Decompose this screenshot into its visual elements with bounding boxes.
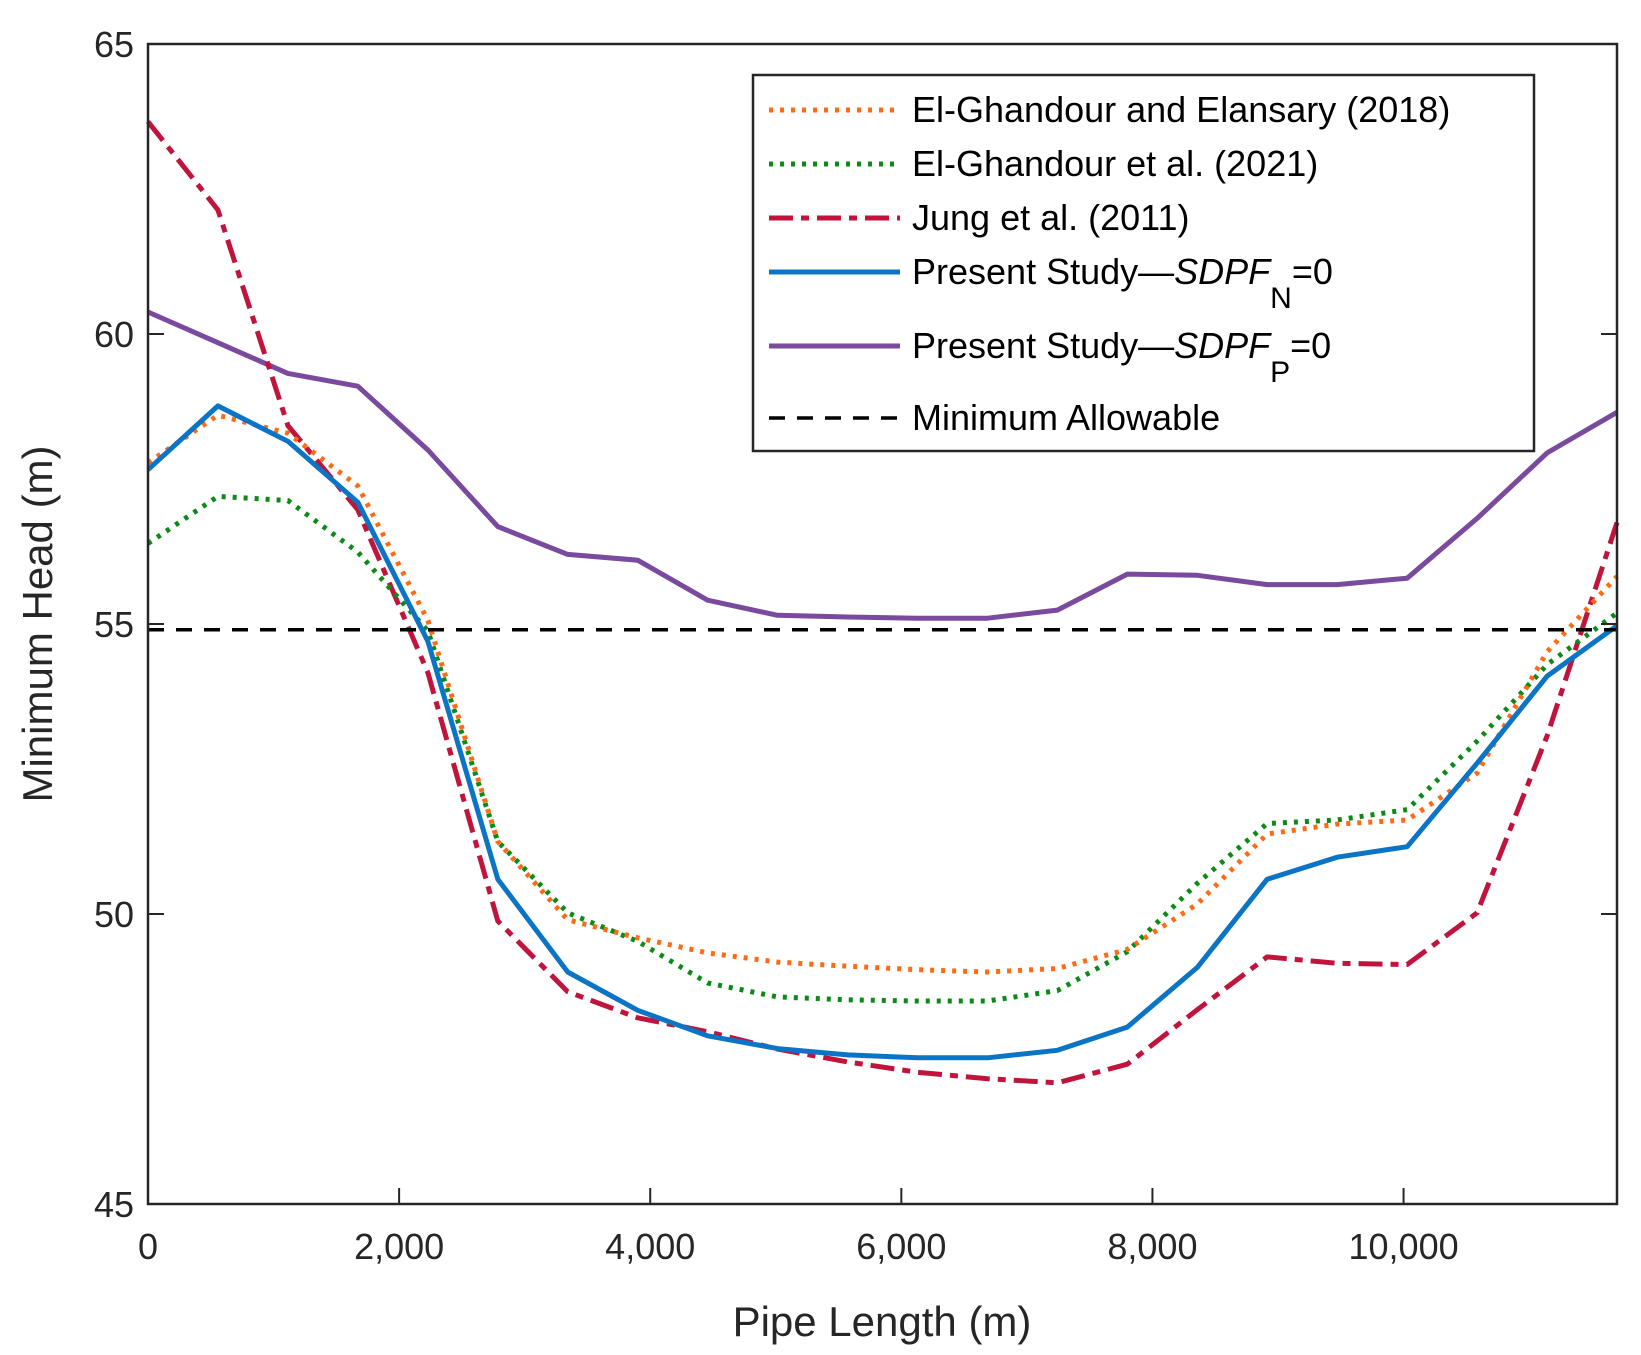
series-layer (146, 120, 1620, 1086)
x-tick-label: 4,000 (605, 1226, 695, 1267)
series-present-study-sdpf-n-0-line (146, 403, 1619, 1061)
y-tick-label: 55 (94, 604, 134, 645)
legend-entry: Present Study—SDPFP=0 (912, 325, 1331, 389)
legend-entry: Present Study—SDPFN=0 (912, 251, 1333, 315)
y-tick-label: 65 (94, 24, 134, 65)
y-tick-label: 50 (94, 894, 134, 935)
x-tick-label: 2,000 (354, 1226, 444, 1267)
x-tick-label: 0 (138, 1226, 158, 1267)
legend-entry: El-Ghandour et al. (2021) (912, 143, 1318, 184)
x-axis-label: Pipe Length (m) (733, 1298, 1032, 1345)
x-tick-label: 8,000 (1107, 1226, 1197, 1267)
legend-entry: El-Ghandour and Elansary (2018) (912, 89, 1450, 130)
legend-entry: Minimum Allowable (912, 397, 1220, 438)
x-tick-label: 10,000 (1349, 1226, 1459, 1267)
legend-box (751, 73, 1536, 453)
x-tick-label: 6,000 (856, 1226, 946, 1267)
series-el-ghandour-et-al-2021-line (146, 493, 1619, 1004)
ticks-layer: 0 2,000 4,000 6,000 8,000 10,000 45 50 55 60 65 (94, 24, 1617, 1267)
legend: El-Ghandour and Elansary (2018) El-Ghando… (751, 73, 1536, 453)
legend-entry: Jung et al. (2011) (912, 197, 1190, 238)
series-el-ghandour-and-elansary-2018-line (146, 412, 1619, 975)
y-tick-label: 45 (94, 1184, 134, 1225)
series-jung-et-al-2011-line (146, 120, 1620, 1086)
series-present-study-sdpf-p-0-line (146, 309, 1619, 621)
y-axis-label: Minimum Head (m) (14, 445, 61, 802)
y-tick-label: 60 (94, 314, 134, 355)
